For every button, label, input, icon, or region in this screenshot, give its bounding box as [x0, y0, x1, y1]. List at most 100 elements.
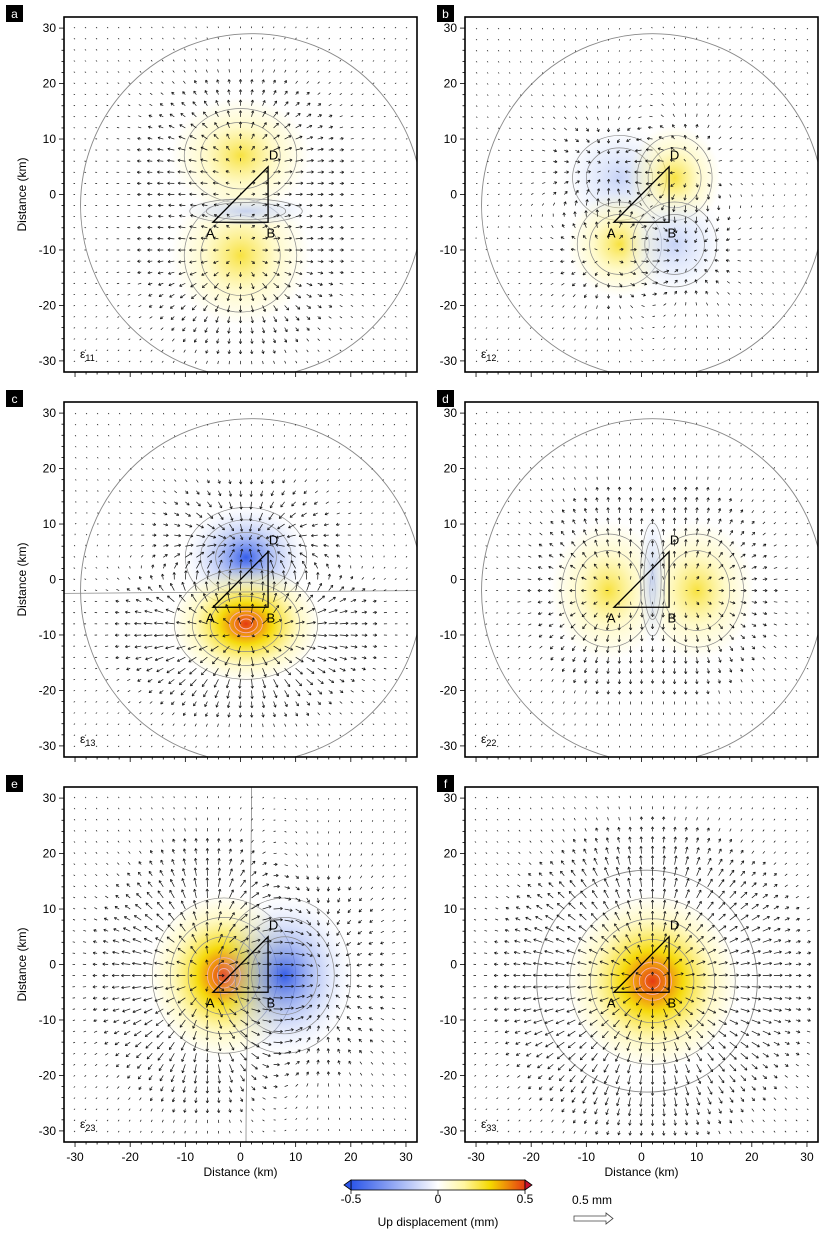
vector-arrow	[394, 26, 397, 29]
vector-arrow	[663, 216, 666, 222]
vector-arrowhead	[194, 80, 197, 84]
vector-arrow	[239, 679, 241, 689]
vector-arrowhead	[250, 714, 254, 718]
vector-arrow	[185, 446, 187, 448]
vector-arrow	[182, 701, 186, 706]
vector-arrow	[207, 512, 214, 519]
vector-arrow	[205, 712, 208, 717]
vector-arrowhead	[238, 581, 243, 584]
vector-arrow	[485, 411, 488, 414]
vector-arrow	[630, 294, 634, 298]
vector-arrowhead	[330, 259, 334, 263]
vector-arrow	[155, 656, 164, 661]
vector-arrowhead	[291, 634, 294, 638]
vector-arrow	[773, 60, 776, 62]
vector-arrowhead	[311, 523, 315, 527]
vector-arrow	[394, 723, 397, 725]
vector-arrowhead	[310, 147, 314, 151]
vector-arrow	[138, 294, 142, 296]
vector-arrow	[117, 327, 120, 329]
vector-arrow	[583, 529, 587, 536]
vector-arrowhead	[249, 494, 253, 497]
vector-arrow	[163, 544, 169, 547]
vector-arrowhead	[605, 563, 609, 567]
vector-arrowhead	[225, 685, 229, 689]
vector-arrow	[574, 211, 576, 217]
vector-arrowhead	[227, 351, 231, 355]
vector-arrowhead	[583, 659, 587, 663]
fault-vertex-label: B	[267, 225, 276, 240]
vector-arrow	[574, 72, 577, 75]
vector-arrow	[172, 349, 175, 353]
vector-arrow	[497, 215, 500, 217]
vector-arrowhead	[627, 127, 631, 131]
vector-arrow	[641, 271, 648, 274]
vector-arrow	[174, 446, 176, 448]
vector-arrow	[629, 27, 631, 30]
vector-arrow	[306, 338, 309, 342]
vector-arrowhead	[353, 598, 357, 602]
vector-arrowhead	[158, 584, 162, 588]
vector-arrow	[383, 600, 387, 603]
vector-arrow	[717, 348, 720, 350]
vector-arrow	[129, 457, 132, 459]
vector-arrowhead	[320, 225, 324, 229]
vector-arrowhead	[705, 290, 709, 294]
vector-arrowhead	[341, 248, 344, 252]
vector-arrow	[531, 149, 534, 152]
vector-arrowhead	[275, 122, 279, 126]
vector-arrow	[529, 679, 532, 682]
vector-arrow	[486, 83, 489, 85]
vector-arrow	[85, 446, 88, 448]
vector-arrowhead	[147, 282, 151, 286]
vector-arrowhead	[606, 660, 610, 664]
vector-arrow	[189, 260, 197, 263]
vector-arrow	[239, 690, 241, 699]
vector-arrow	[194, 723, 197, 727]
vector-arrowhead	[334, 658, 338, 662]
vector-arrow	[284, 712, 287, 717]
vector-arrow	[508, 734, 510, 737]
vector-arrowhead	[606, 528, 610, 532]
vector-arrow	[507, 522, 510, 525]
vector-arrow	[147, 148, 153, 151]
vector-arrow	[762, 183, 765, 185]
vector-arrowhead	[340, 226, 344, 230]
vector-arrowhead	[148, 293, 152, 297]
vector-arrow	[572, 294, 576, 298]
vector-arrowhead	[575, 139, 579, 143]
vector-arrow	[305, 412, 308, 415]
vector-arrow	[795, 172, 798, 174]
vector-arrowhead	[650, 660, 655, 663]
vector-arrowhead	[596, 129, 600, 133]
vector-arrow	[507, 511, 510, 514]
vector-arrow	[251, 592, 253, 602]
vector-arrow	[729, 125, 732, 129]
vector-arrow	[529, 316, 532, 318]
vector-arrow	[630, 316, 633, 319]
vector-arrow	[507, 656, 510, 659]
vector-arrow	[707, 159, 711, 162]
vector-arrowhead	[250, 99, 254, 103]
vector-arrow	[714, 238, 719, 242]
vector-arrowhead	[582, 540, 586, 544]
vector-arrowhead	[617, 188, 621, 192]
vector-arrow	[328, 271, 334, 274]
vector-arrowhead	[211, 551, 215, 555]
vector-arrow	[174, 435, 176, 437]
vector-arrow	[405, 26, 408, 29]
vector-arrow	[306, 113, 312, 118]
vector-arrow	[619, 283, 623, 288]
vector-arrowhead	[310, 682, 313, 686]
vector-arrowhead	[251, 110, 255, 114]
vector-arrow	[273, 111, 278, 118]
fault-vertex-label: D	[269, 533, 278, 548]
vector-arrow	[170, 316, 175, 320]
vector-arrow	[540, 510, 543, 514]
vector-arrow	[128, 60, 131, 62]
vector-arrow	[295, 593, 301, 602]
contour-line	[209, 595, 283, 652]
vector-arrow	[229, 549, 235, 558]
vector-arrow	[106, 316, 109, 318]
